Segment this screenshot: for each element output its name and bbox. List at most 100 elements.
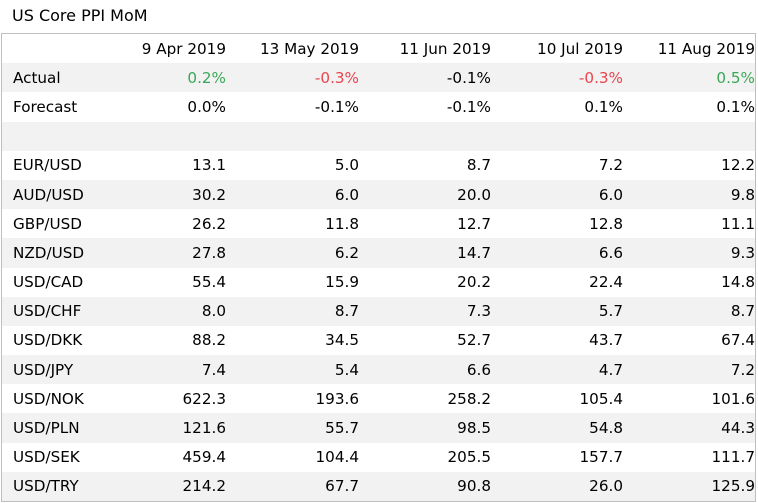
table-cell: 111.7 (711, 448, 755, 467)
table-cell: 459.4 (182, 448, 226, 467)
row-label: Actual (13, 68, 61, 87)
table-cell: 98.5 (457, 419, 491, 438)
column-header: 11 Aug 2019 (657, 39, 755, 58)
table-cell: 104.4 (315, 448, 359, 467)
forecast-value: -0.1% (314, 97, 359, 116)
table-cell: 121.6 (182, 419, 226, 438)
pair-label: USD/TRY (13, 477, 79, 496)
actual-value: 0.2% (187, 68, 226, 87)
table-cell: 27.8 (192, 243, 226, 262)
table-cell: 8.7 (730, 302, 755, 321)
table-cell: 43.7 (589, 331, 623, 350)
pair-label: USD/DKK (13, 331, 83, 350)
actual-value: -0.3% (314, 68, 359, 87)
pair-label: AUD/USD (13, 185, 84, 204)
header-row: 9 Apr 2019 13 May 2019 11 Jun 2019 10 Ju… (2, 34, 755, 63)
table-cell: 88.2 (192, 331, 226, 350)
table-cell: 4.7 (598, 360, 623, 379)
actual-row: Actual 0.2% -0.3% -0.1% -0.3% 0.5% (2, 63, 755, 93)
table-cell: 157.7 (579, 448, 623, 467)
column-header: 11 Jun 2019 (399, 39, 491, 58)
table-cell: 54.8 (589, 419, 623, 438)
table-cell: 6.6 (598, 243, 623, 262)
table-cell: 26.0 (589, 477, 623, 496)
table-row: USD/SEK 459.4 104.4 205.5 157.7 111.7 (2, 443, 755, 472)
column-header: 10 Jul 2019 (537, 39, 623, 58)
table-cell: 105.4 (579, 389, 623, 408)
table-cell: 52.7 (457, 331, 491, 350)
table-cell: 5.4 (334, 360, 359, 379)
table-cell: 7.3 (466, 302, 491, 321)
table-cell: 622.3 (182, 389, 226, 408)
column-header: 13 May 2019 (259, 39, 359, 58)
table-cell: 6.0 (334, 185, 359, 204)
table-cell: 6.2 (334, 243, 359, 262)
table-cell: 6.6 (466, 360, 491, 379)
pair-label: USD/SEK (13, 448, 80, 467)
forecast-value: 0.1% (584, 97, 623, 116)
table-row: USD/PLN 121.6 55.7 98.5 54.8 44.3 (2, 413, 755, 443)
table-row: USD/JPY 7.4 5.4 6.6 4.7 7.2 (2, 355, 755, 385)
page-title: US Core PPI MoM (12, 6, 148, 25)
table-cell: 7.2 (598, 156, 623, 175)
actual-value: 0.5% (716, 68, 755, 87)
table-row: USD/DKK 88.2 34.5 52.7 43.7 67.4 (2, 326, 755, 355)
table-cell: 26.2 (192, 214, 226, 233)
data-table: 9 Apr 2019 13 May 2019 11 Jun 2019 10 Ju… (1, 33, 756, 502)
table-cell: 15.9 (325, 273, 359, 292)
actual-value: -0.3% (578, 68, 623, 87)
table-cell: 22.4 (589, 273, 623, 292)
table-cell: 14.8 (721, 273, 755, 292)
forecast-value: -0.1% (446, 97, 491, 116)
table-cell: 9.3 (730, 243, 755, 262)
table-row: USD/NOK 622.3 193.6 258.2 105.4 101.6 (2, 384, 755, 413)
table-cell: 8.0 (201, 302, 226, 321)
table-cell: 9.8 (730, 185, 755, 204)
pair-label: USD/JPY (13, 360, 74, 379)
table-cell: 30.2 (192, 185, 226, 204)
table-row: NZD/USD 27.8 6.2 14.7 6.6 9.3 (2, 238, 755, 268)
table-cell: 44.3 (721, 419, 755, 438)
table-cell: 13.1 (192, 156, 226, 175)
spacer-row (2, 121, 755, 151)
actual-value: -0.1% (446, 68, 491, 87)
table-cell: 101.6 (711, 389, 755, 408)
forecast-value: 0.1% (716, 97, 755, 116)
table-cell: 67.4 (721, 331, 755, 350)
row-label: Forecast (13, 97, 78, 116)
table-cell: 7.2 (730, 360, 755, 379)
table-cell: 67.7 (325, 477, 359, 496)
pair-label: USD/NOK (13, 389, 84, 408)
pair-label: EUR/USD (13, 156, 82, 175)
table-cell: 125.9 (711, 477, 755, 496)
table-cell: 8.7 (334, 302, 359, 321)
table-cell: 20.0 (457, 185, 491, 204)
forecast-row: Forecast 0.0% -0.1% -0.1% 0.1% 0.1% (2, 92, 755, 121)
table-row: AUD/USD 30.2 6.0 20.0 6.0 9.8 (2, 179, 755, 210)
table-cell: 11.1 (721, 214, 755, 233)
pair-label: USD/CAD (13, 273, 84, 292)
table-cell: 12.8 (589, 214, 623, 233)
table-cell: 12.2 (721, 156, 755, 175)
table-cell: 90.8 (457, 477, 491, 496)
table-row: USD/CAD 55.4 15.9 20.2 22.4 14.8 (2, 268, 755, 297)
table-cell: 5.0 (334, 156, 359, 175)
table-cell: 205.5 (447, 448, 491, 467)
table-cell: 214.2 (182, 477, 226, 496)
table-row: USD/TRY 214.2 67.7 90.8 26.0 125.9 (2, 471, 755, 501)
column-header: 9 Apr 2019 (141, 39, 226, 58)
table-cell: 55.4 (192, 273, 226, 292)
table-cell: 20.2 (457, 273, 491, 292)
pair-label: GBP/USD (13, 214, 82, 233)
table-row: USD/CHF 8.0 8.7 7.3 5.7 8.7 (2, 296, 755, 326)
table-cell: 34.5 (325, 331, 359, 350)
forecast-value: 0.0% (187, 97, 226, 116)
table-cell: 258.2 (447, 389, 491, 408)
pair-label: NZD/USD (13, 243, 85, 262)
table-cell: 7.4 (201, 360, 226, 379)
table-cell: 5.7 (598, 302, 623, 321)
table-cell: 11.8 (325, 214, 359, 233)
pair-rows: EUR/USD 13.1 5.0 8.7 7.2 12.2 AUD/USD 30.2 6.0 20… (2, 151, 755, 501)
table-cell: 14.7 (457, 243, 491, 262)
pair-label: USD/CHF (13, 302, 82, 321)
